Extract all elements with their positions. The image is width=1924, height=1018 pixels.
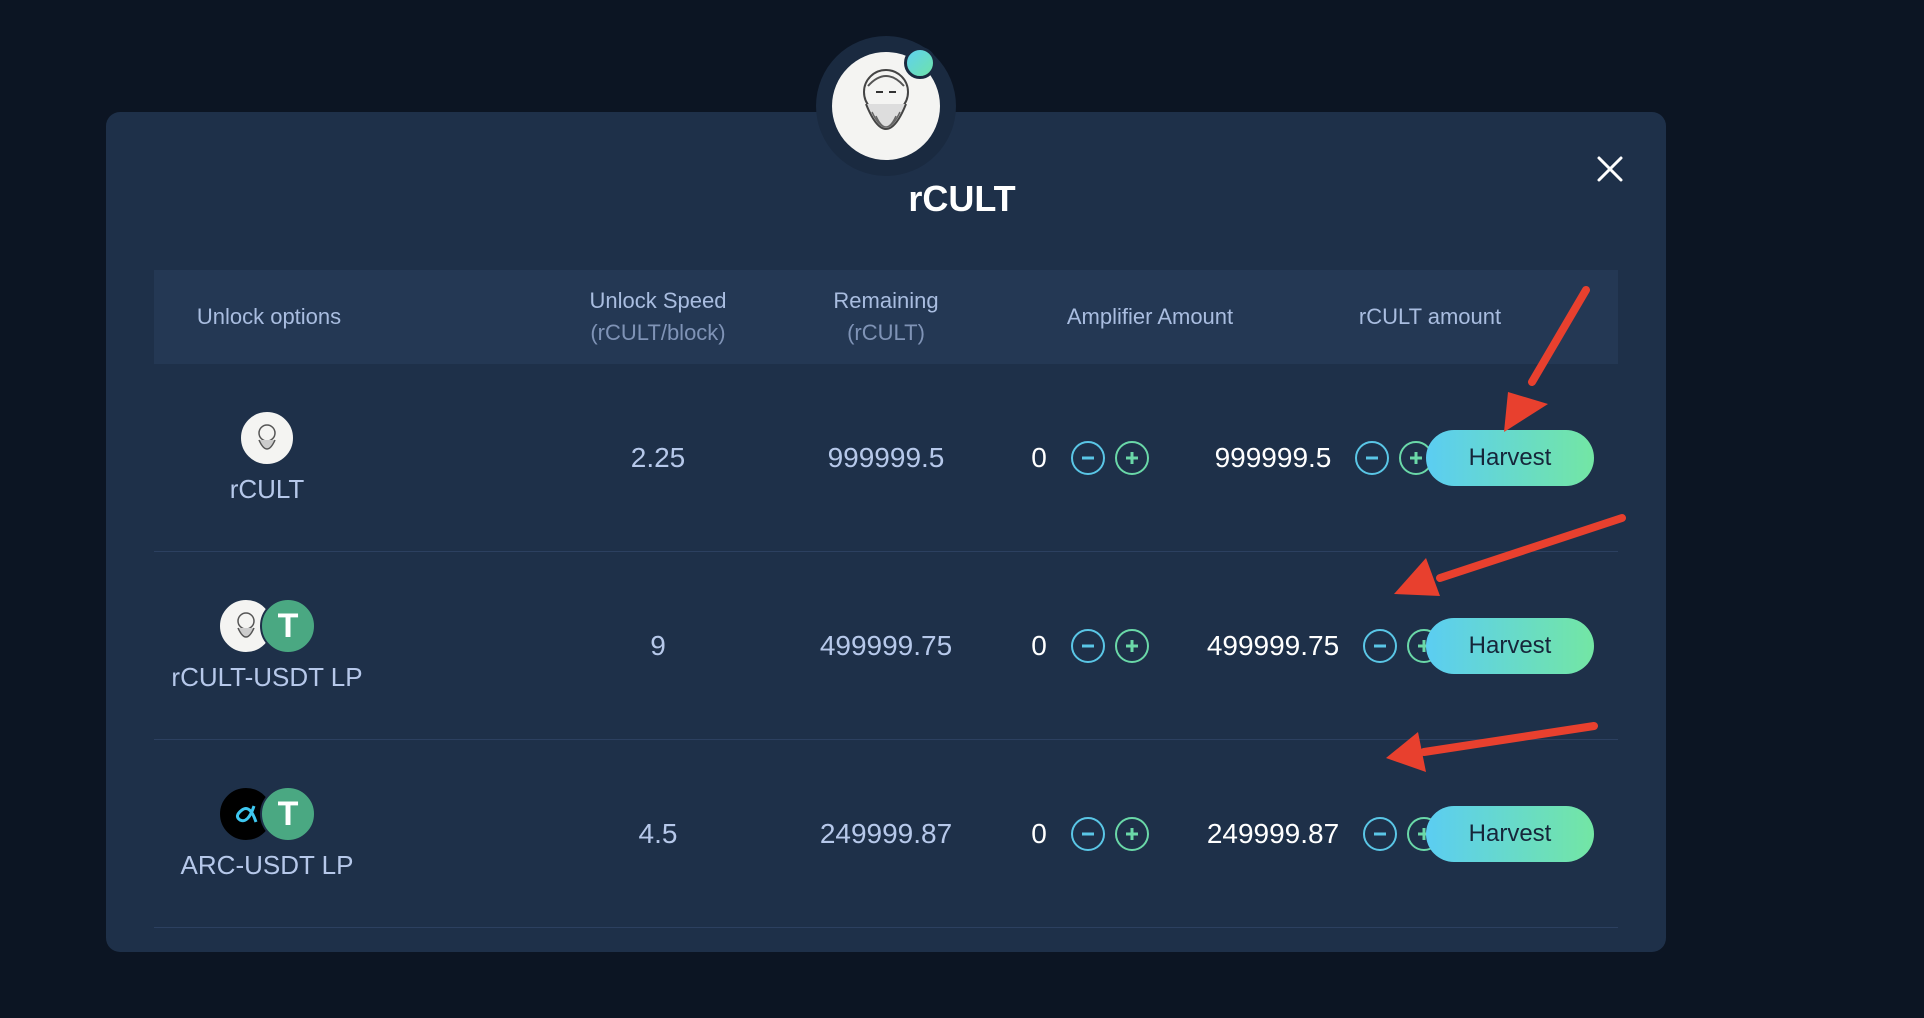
minus-icon[interactable] [1070, 628, 1105, 663]
header-unlock-options: Unlock options [154, 270, 384, 364]
amplifier-value: 0 [1031, 441, 1047, 473]
unlock-modal [106, 112, 1666, 952]
annotation-arrow [1394, 514, 1626, 596]
modal-title: rCULT [908, 178, 1016, 219]
asset-name: ARC-USDT LP [180, 850, 354, 880]
amplifier-value: 0 [1031, 629, 1047, 661]
minus-icon[interactable] [1070, 816, 1105, 851]
header-rcult-amount: rCULT amount [1260, 270, 1600, 364]
table-header: Unlock options Unlock Speed (rCULT/block… [154, 270, 1618, 364]
harvest-button[interactable]: Harvest [1426, 617, 1594, 674]
table-row: rCULT 2.25 999999.5 0 999999.5 Harvest [154, 364, 1618, 552]
harvest-button[interactable]: Harvest [1426, 429, 1594, 486]
rcult-token-icon [239, 410, 295, 466]
asset-name: rCULT-USDT LP [171, 662, 363, 692]
unlock-speed: 9 [650, 629, 666, 661]
header-unlock-speed: Unlock Speed (rCULT/block) [506, 270, 810, 364]
usdt-token-icon: T [260, 598, 316, 654]
table-row: T ARC-USDT LP 4.5 249999.87 0 249999.87 … [154, 740, 1618, 928]
header-label: Remaining [833, 288, 939, 313]
table-row: T rCULT-USDT LP 9 499999.75 0 499999.75 … [154, 552, 1618, 740]
amplifier-stepper: 0 [920, 740, 1260, 927]
asset-cell: rCULT [154, 364, 380, 551]
rcult-amount-value: 499999.75 [1206, 629, 1340, 661]
minus-icon[interactable] [1355, 440, 1390, 475]
status-indicator [904, 47, 936, 79]
header-label: rCULT amount [1358, 304, 1502, 329]
harvest-button[interactable]: Harvest [1426, 805, 1594, 862]
harvest-cell: Harvest [1426, 552, 1594, 739]
annotation-arrow [1386, 722, 1598, 772]
remaining-value: 999999.5 [827, 441, 945, 473]
remaining-value: 499999.75 [819, 629, 953, 661]
unlock-speed: 4.5 [638, 817, 678, 849]
header-sublabel: (rCULT/block) [590, 320, 726, 345]
header-label: Amplifier Amount [1066, 304, 1234, 329]
plus-icon[interactable] [1114, 440, 1149, 475]
unlock-table: Unlock options Unlock Speed (rCULT/block… [154, 270, 1618, 928]
amplifier-stepper: 0 [920, 552, 1260, 739]
amplifier-stepper: 0 [920, 364, 1260, 551]
close-icon[interactable] [1593, 152, 1627, 186]
asset-cell: T ARC-USDT LP [154, 740, 380, 927]
header-label: Unlock options [196, 304, 342, 329]
minus-icon[interactable] [1070, 440, 1105, 475]
minus-icon[interactable] [1363, 816, 1398, 851]
amplifier-value: 0 [1031, 817, 1047, 849]
arc-token-icon [218, 786, 274, 842]
rcult-amount-stepper: 249999.87 [1154, 740, 1494, 927]
rcult-amount-value: 999999.5 [1214, 441, 1332, 473]
plus-icon[interactable] [1114, 628, 1149, 663]
rcult-amount-stepper: 999999.5 [1154, 364, 1494, 551]
header-remaining: Remaining (rCULT) [734, 270, 1038, 364]
plus-icon[interactable] [1114, 816, 1149, 851]
remaining-value: 249999.87 [819, 817, 953, 849]
usdt-token-icon: T [260, 786, 316, 842]
header-amplifier-amount: Amplifier Amount [980, 270, 1320, 364]
annotation-arrow [1504, 286, 1590, 432]
harvest-cell: Harvest [1426, 364, 1594, 551]
asset-cell: T rCULT-USDT LP [154, 552, 380, 739]
harvest-cell: Harvest [1426, 740, 1594, 927]
header-sublabel: (rCULT) [847, 320, 925, 345]
asset-name: rCULT [229, 474, 305, 504]
bearded-philosopher-icon [832, 52, 940, 160]
unlock-speed: 2.25 [630, 441, 686, 473]
rcult-amount-value: 249999.87 [1206, 817, 1340, 849]
header-label: Unlock Speed [589, 288, 727, 313]
minus-icon[interactable] [1363, 628, 1398, 663]
rcult-amount-stepper: 499999.75 [1154, 552, 1494, 739]
